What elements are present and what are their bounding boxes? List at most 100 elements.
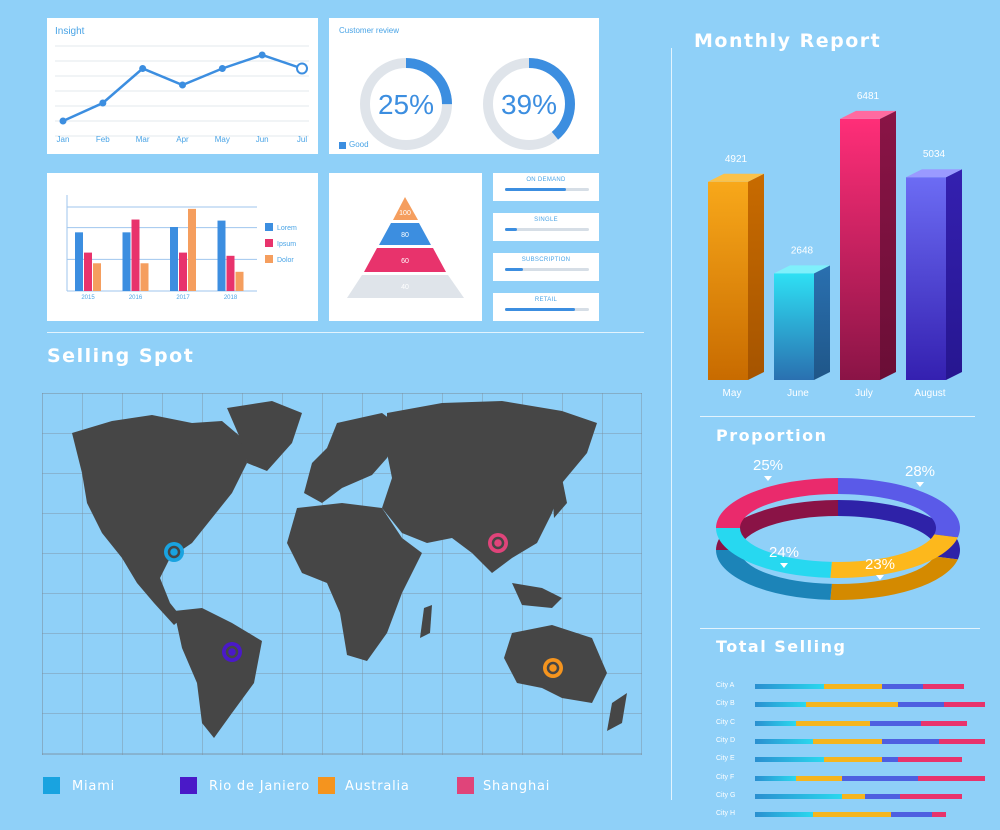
total-bar-segment (796, 720, 870, 726)
divider-left (47, 332, 644, 333)
pyramid-level-100 (393, 197, 418, 220)
monthly-bar (906, 177, 946, 380)
monthly-bar (840, 118, 880, 380)
proportion-donut: 25% 28% 23% 24% (716, 457, 960, 600)
legend-miami-label: Miami (72, 779, 116, 794)
monthly-x-tick: August (914, 388, 945, 399)
total-bar-segment (943, 702, 985, 708)
pill-subscription: SUBSCRIPTION (493, 253, 599, 281)
grouped-x-tick: 2015 (81, 295, 95, 301)
total-bar-segment (796, 775, 843, 781)
grouped-bar (93, 263, 101, 291)
insight-point (59, 117, 67, 125)
grouped-bar (179, 252, 187, 291)
customer-review-panel: Customer review 25% 39% Good (329, 18, 599, 154)
proportion-label-pointer (764, 476, 772, 481)
total-bar-segment (865, 793, 900, 799)
pyramid-label-100: 100 (399, 210, 411, 217)
pyramid-level-60 (364, 248, 446, 272)
proportion-slice-side (716, 500, 838, 550)
legend-shanghai-label: Shanghai (483, 779, 551, 794)
total-bar-segment (897, 757, 962, 763)
monthly-value-label: 4921 (725, 154, 748, 165)
pill-subscription-track (505, 268, 589, 271)
total-bar-segment (755, 684, 824, 689)
total-bar-segment (890, 812, 933, 818)
selling-spot-title: Selling Spot (47, 345, 195, 367)
pill-on-demand-label: ON DEMAND (526, 177, 566, 183)
insight-x-tick: Jun (256, 135, 269, 144)
pill-retail-label: RETAIL (534, 297, 558, 303)
total-bar-segment (920, 720, 967, 726)
grouped-bar (122, 232, 131, 291)
proportion-label-pointer (780, 563, 788, 568)
insight-line-chart: Jan Feb Mar Apr May Jun Jul (55, 45, 309, 144)
grouped-legend-swatch (265, 239, 273, 247)
proportion-label: 24% (769, 544, 799, 561)
pill-retail-track (505, 308, 589, 311)
total-bar-segment (824, 684, 882, 689)
pill-on-demand-fill (505, 188, 567, 191)
monthly-bar-top (840, 110, 896, 119)
legend-australia-swatch (318, 777, 335, 794)
pyramid-label-80: 80 (401, 232, 409, 239)
insight-x-tick: Jan (57, 135, 70, 144)
proportion-slice-side (716, 550, 832, 600)
total-bar-segment (755, 812, 813, 818)
pyramid-level-40 (347, 275, 464, 298)
monthly-bar-top (774, 265, 830, 274)
pill-single: SINGLE (493, 213, 599, 241)
total-bar-segment (881, 738, 939, 744)
grouped-bar (84, 252, 92, 291)
marker-australia (543, 658, 563, 678)
total-bar-segment (922, 684, 965, 689)
insight-point (99, 99, 107, 107)
total-bar-segment (881, 684, 923, 689)
world-landmass (72, 401, 627, 738)
monthly-bar-side (814, 265, 830, 380)
marker-miami (164, 542, 184, 562)
grouped-bar (226, 255, 235, 291)
divider-right-2 (700, 628, 980, 629)
grouped-legend-swatch (265, 223, 273, 231)
monthly-bar-side (880, 110, 896, 380)
monthly-report-chart: 4921 May 2648 June 6481 July 5034 August (708, 91, 962, 399)
review-legend-label: Good (349, 140, 369, 149)
monthly-x-tick: May (723, 388, 742, 399)
review-ring-2-label: 39% (501, 89, 557, 120)
proportion-label-pointer (876, 575, 884, 580)
legend-rio-swatch (180, 777, 197, 794)
monthly-value-label: 2648 (791, 245, 814, 256)
monthly-bar-side (748, 173, 764, 380)
proportion-label-pointer (916, 482, 924, 487)
monthly-bar-top (708, 173, 764, 182)
total-bar-segment (755, 720, 797, 726)
insight-x-tick: Mar (136, 135, 150, 144)
review-rings: 25% 39% (360, 58, 575, 150)
monthly-bar-top (906, 169, 962, 178)
total-bar-segment (812, 738, 882, 744)
total-bar-segment (842, 775, 919, 781)
grouped-bar (235, 271, 244, 291)
monthly-x-tick: June (787, 388, 809, 399)
monthly-report-title: Monthly Report (694, 30, 882, 52)
review-ring-1: 25% (360, 58, 452, 150)
customer-review-title: Customer review (339, 26, 400, 35)
monthly-x-tick: July (855, 388, 873, 399)
grouped-x-tick: 2017 (176, 295, 190, 301)
grouped-bar (140, 263, 149, 291)
total-bar-segment (897, 702, 944, 708)
total-bar-segment (824, 757, 882, 763)
total-bar-segment (755, 757, 824, 763)
total-bar-segment (805, 702, 898, 708)
marker-rio-de-janiero (222, 642, 242, 662)
total-bar-segment (755, 775, 797, 781)
total-city-label: City C (716, 718, 736, 726)
total-bar-segment (918, 775, 985, 781)
insight-panel: Insight Jan Feb Mar Apr May Jun Jul (47, 18, 318, 154)
review-ring-2: 39% (483, 58, 575, 150)
grouped-legend-label: Lorem (277, 225, 297, 232)
total-selling-title: Total Selling (716, 637, 847, 656)
total-bar-segment (899, 793, 962, 799)
pill-single-fill (505, 228, 517, 231)
